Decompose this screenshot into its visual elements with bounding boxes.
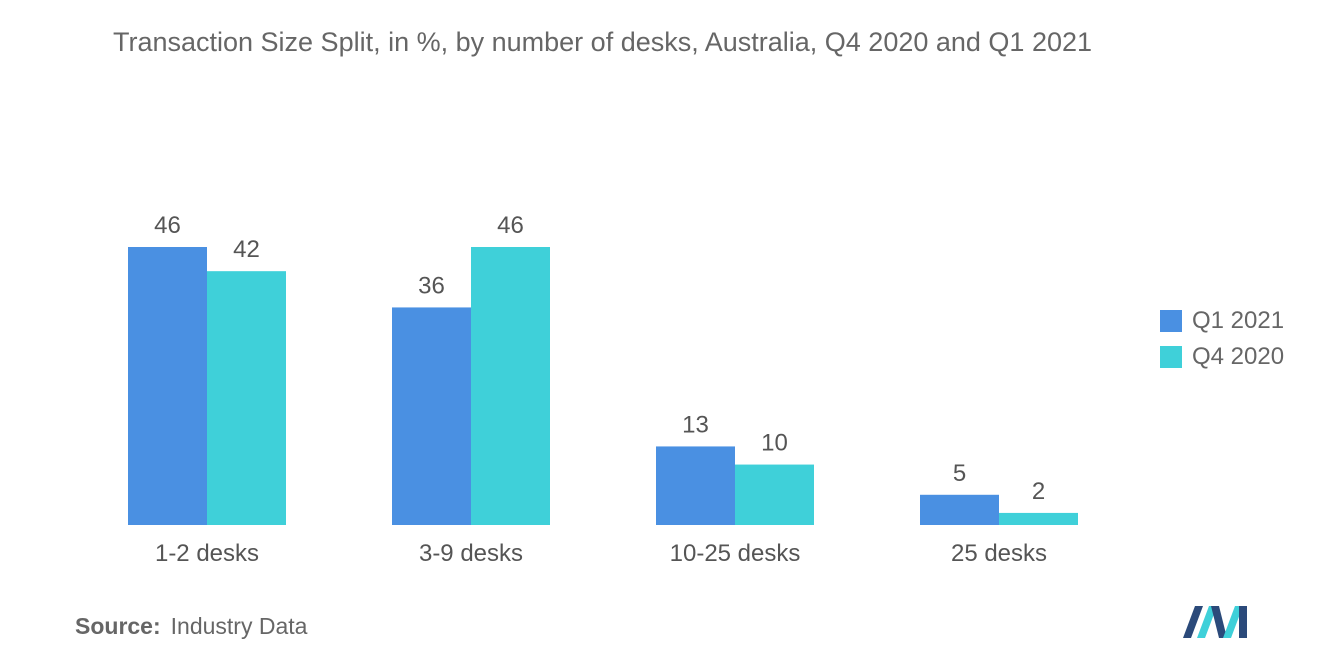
bar-q1-2021-1-2-desks (128, 247, 207, 525)
legend-item-q1-2021: Q1 2021 (1160, 307, 1285, 334)
legend-swatch-q4-2020 (1160, 346, 1182, 368)
x-tick-label-1-2-desks: 1-2 desks (155, 540, 259, 567)
data-label-q4-2020-1-2-desks: 42 (233, 236, 260, 263)
data-label-q4-2020-10-25-desks: 10 (761, 430, 788, 457)
data-label-q4-2020-3-9-desks: 46 (497, 212, 524, 239)
bar-q1-2021-3-9-desks (392, 307, 471, 525)
x-tick-label-25-desks: 25 desks (951, 540, 1047, 567)
bar-q4-2020-1-2-desks (207, 271, 286, 525)
legend-label-q1-2021: Q1 2021 (1192, 307, 1285, 334)
data-label-q1-2021-3-9-desks: 36 (418, 272, 445, 299)
data-label-q1-2021-25-desks: 5 (953, 460, 966, 487)
source-note: Source: Industry Data (75, 613, 307, 640)
x-tick-label-3-9-desks: 3-9 desks (419, 540, 523, 567)
chart-title: Transaction Size Split, in %, by number … (112, 27, 1093, 57)
legend-item-q4-2020: Q4 2020 (1160, 343, 1285, 370)
source-text: Industry Data (170, 613, 308, 639)
data-label-q1-2021-10-25-desks: 13 (682, 411, 709, 438)
bar-q4-2020-3-9-desks (471, 247, 550, 525)
bar-q1-2021-25-desks (920, 494, 999, 525)
data-label-q1-2021-1-2-desks: 46 (154, 212, 181, 239)
x-tick-label-10-25-desks: 10-25 desks (670, 540, 801, 567)
mordor-intelligence-logo-icon (1183, 606, 1247, 638)
bar-q4-2020-10-25-desks (735, 464, 814, 525)
source-label: Source: (75, 613, 161, 639)
bar-q1-2021-10-25-desks (656, 446, 735, 525)
bar-chart: 46 42 1-2 desks 36 46 3-9 desks 13 10 10-25 desk… (128, 212, 1078, 567)
data-label-q4-2020-25-desks: 2 (1032, 478, 1045, 505)
legend-swatch-q1-2021 (1160, 310, 1182, 332)
legend-label-q4-2020: Q4 2020 (1192, 343, 1285, 370)
bar-q4-2020-25-desks (999, 512, 1078, 525)
